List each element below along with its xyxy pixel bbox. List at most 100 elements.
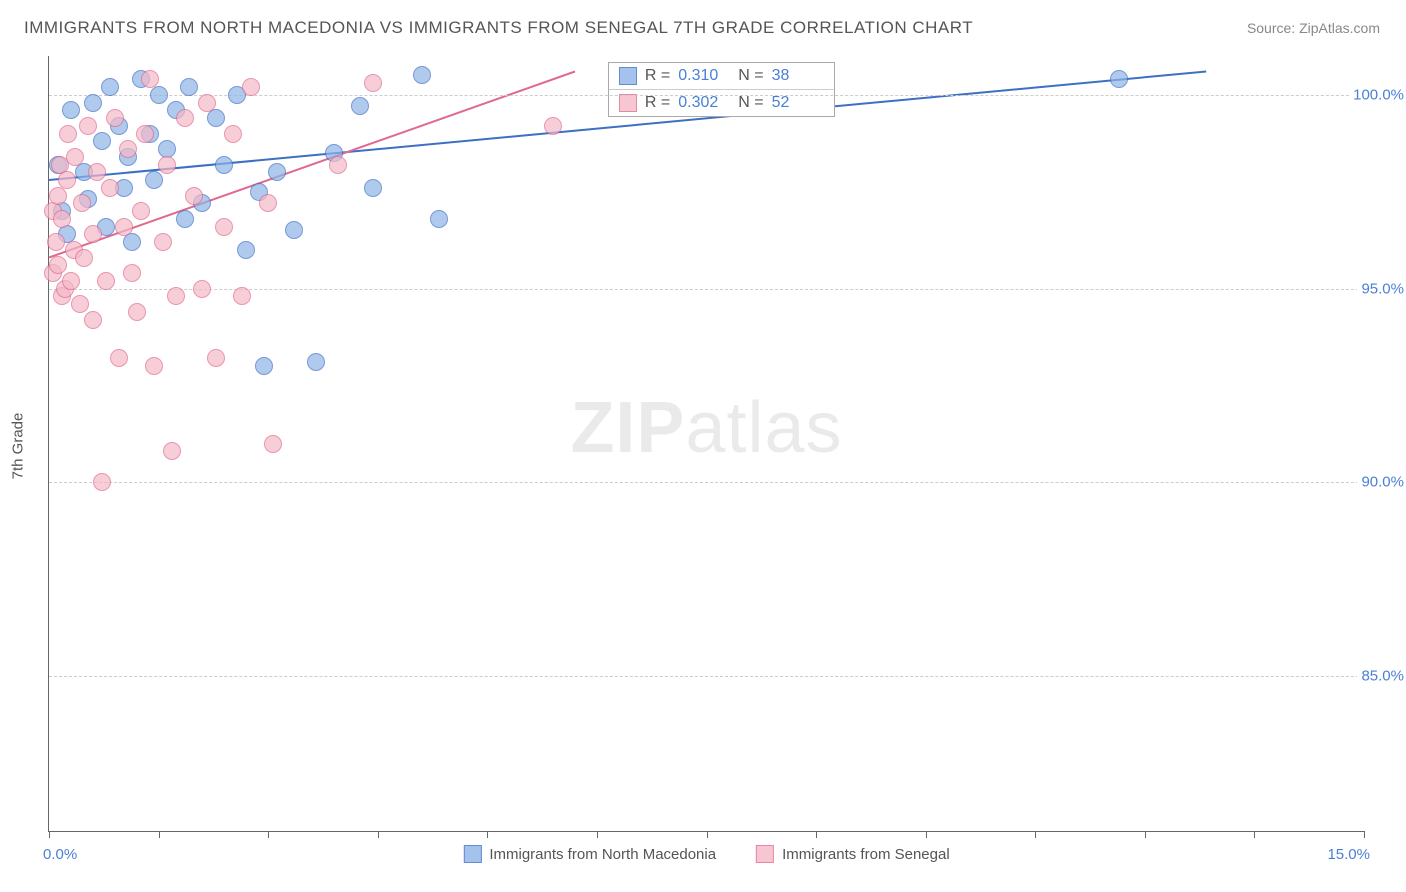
scatter-point: [59, 125, 77, 143]
scatter-point: [123, 264, 141, 282]
x-tick: [597, 831, 598, 838]
legend-bottom: Immigrants from North Macedonia Immigrant…: [463, 845, 949, 863]
stat-n-label: N =: [738, 94, 763, 112]
series-swatch: [619, 67, 637, 85]
scatter-point: [73, 194, 91, 212]
scatter-point: [329, 156, 347, 174]
scatter-point: [84, 225, 102, 243]
scatter-point: [132, 202, 150, 220]
scatter-point: [193, 280, 211, 298]
legend-label: Immigrants from North Macedonia: [489, 846, 716, 863]
scatter-point: [49, 256, 67, 274]
scatter-point: [79, 117, 97, 135]
scatter-point: [185, 187, 203, 205]
scatter-point: [75, 249, 93, 267]
scatter-point: [255, 357, 273, 375]
watermark-bold: ZIP: [570, 388, 685, 468]
scatter-point: [242, 78, 260, 96]
scatter-point: [49, 187, 67, 205]
scatter-point: [215, 156, 233, 174]
x-tick: [487, 831, 488, 838]
scatter-point: [150, 86, 168, 104]
source-prefix: Source:: [1247, 20, 1299, 36]
x-tick: [1145, 831, 1146, 838]
x-tick: [816, 831, 817, 838]
x-axis-min-label: 0.0%: [43, 846, 77, 863]
stat-r-value: 0.310: [678, 67, 730, 85]
y-axis-title: 7th Grade: [10, 413, 27, 480]
scatter-point: [84, 94, 102, 112]
stats-row: R =0.302N =52: [609, 89, 834, 116]
scatter-point: [115, 218, 133, 236]
scatter-point: [101, 78, 119, 96]
scatter-point: [207, 349, 225, 367]
source-link[interactable]: ZipAtlas.com: [1299, 20, 1380, 36]
scatter-point: [62, 101, 80, 119]
x-tick: [1035, 831, 1036, 838]
scatter-point: [198, 94, 216, 112]
scatter-point: [93, 473, 111, 491]
source-attribution: Source: ZipAtlas.com: [1247, 20, 1380, 36]
scatter-point: [158, 156, 176, 174]
x-tick: [49, 831, 50, 838]
x-tick: [1254, 831, 1255, 838]
legend-item: Immigrants from North Macedonia: [463, 845, 716, 863]
scatter-point: [119, 140, 137, 158]
scatter-point: [237, 241, 255, 259]
x-tick: [378, 831, 379, 838]
legend-item: Immigrants from Senegal: [756, 845, 950, 863]
gridline-h: [49, 676, 1404, 677]
scatter-point: [88, 163, 106, 181]
scatter-point: [47, 233, 65, 251]
y-tick-label: 95.0%: [1357, 280, 1404, 297]
stat-r-label: R =: [645, 67, 670, 85]
y-tick-label: 90.0%: [1357, 474, 1404, 491]
scatter-point: [307, 353, 325, 371]
scatter-point: [163, 442, 181, 460]
scatter-point: [180, 78, 198, 96]
scatter-point: [364, 179, 382, 197]
x-tick: [268, 831, 269, 838]
watermark: ZIPatlas: [570, 387, 842, 469]
scatter-point: [71, 295, 89, 313]
scatter-point: [66, 148, 84, 166]
stat-r-label: R =: [645, 94, 670, 112]
scatter-point: [285, 221, 303, 239]
y-tick-label: 100.0%: [1349, 86, 1404, 103]
scatter-point: [176, 210, 194, 228]
x-tick: [159, 831, 160, 838]
stats-row: R =0.310N =38: [609, 63, 834, 89]
watermark-light: atlas: [685, 388, 842, 468]
scatter-point: [176, 109, 194, 127]
scatter-point: [430, 210, 448, 228]
scatter-point: [207, 109, 225, 127]
series-swatch: [463, 845, 481, 863]
scatter-point: [413, 66, 431, 84]
scatter-point: [154, 233, 172, 251]
scatter-point: [264, 435, 282, 453]
scatter-point: [106, 109, 124, 127]
scatter-point: [215, 218, 233, 236]
scatter-point: [351, 97, 369, 115]
x-axis-max-label: 15.0%: [1327, 846, 1370, 863]
scatter-point: [84, 311, 102, 329]
series-swatch: [756, 845, 774, 863]
x-tick: [707, 831, 708, 838]
scatter-point: [141, 70, 159, 88]
scatter-point: [233, 287, 251, 305]
scatter-point: [145, 357, 163, 375]
plot-area: ZIPatlas 0.0% 15.0% R =0.310N =38R =0.30…: [48, 56, 1364, 832]
scatter-point: [101, 179, 119, 197]
stat-n-value: 52: [772, 94, 824, 112]
scatter-point: [97, 272, 115, 290]
stat-n-label: N =: [738, 67, 763, 85]
scatter-point: [110, 349, 128, 367]
trend-lines-layer: [49, 56, 1364, 831]
scatter-point: [544, 117, 562, 135]
scatter-point: [268, 163, 286, 181]
legend-label: Immigrants from Senegal: [782, 846, 950, 863]
scatter-point: [167, 287, 185, 305]
gridline-h: [49, 289, 1404, 290]
scatter-point: [128, 303, 146, 321]
gridline-h: [49, 482, 1404, 483]
